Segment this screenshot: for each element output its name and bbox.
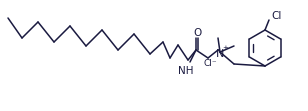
Text: NH: NH <box>178 66 194 76</box>
Text: O: O <box>193 28 201 38</box>
Text: Cl⁻: Cl⁻ <box>203 58 217 67</box>
Text: +: + <box>222 45 228 51</box>
Text: N: N <box>216 49 224 59</box>
Text: Cl: Cl <box>271 11 282 21</box>
